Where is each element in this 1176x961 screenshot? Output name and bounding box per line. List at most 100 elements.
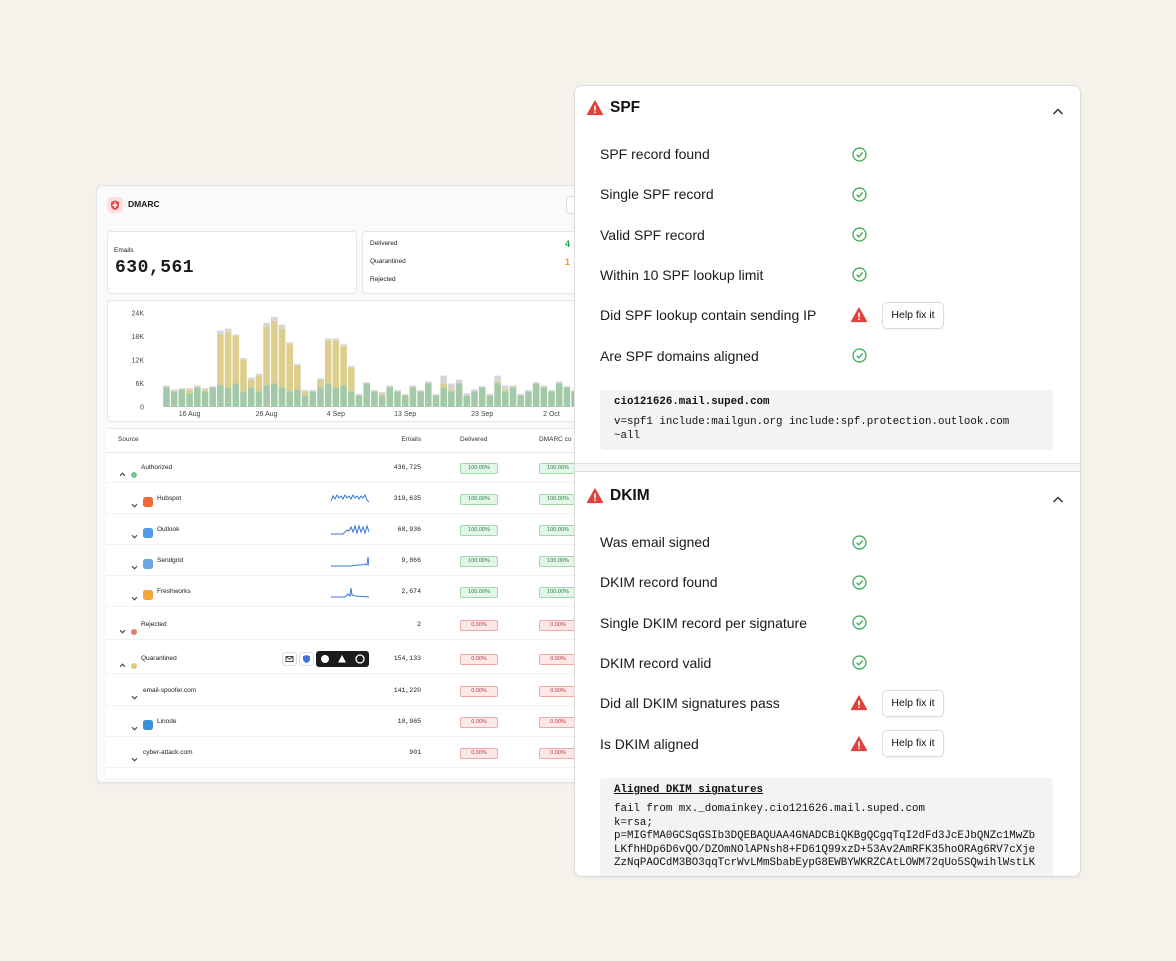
row-dot-glyph [131,629,137,635]
emails-count: 68,936 [397,526,421,534]
check-label: Within 10 SPF lookup limit [600,266,764,283]
source-icon [143,587,153,600]
help-button[interactable]: Help fix it [882,730,944,757]
row-toggle [131,496,138,508]
check-icon-glyph [852,655,867,670]
rate-badge: 0.00% [539,716,577,728]
bar-segment [394,390,401,392]
bar-segment [294,389,301,407]
bar-segment [263,322,270,327]
bar-segment [532,383,540,407]
source-name: Sendgrid [157,557,184,565]
bar-segment [348,367,355,392]
action-shield [299,652,314,666]
check-label: Are SPF domains aligned [600,347,759,364]
code-line: fail from mx._domainkey.cio121626.mail.s… [614,803,926,815]
source-icon-glyph [143,559,153,569]
warning-icon-glyph [850,307,868,323]
warning-icon [586,100,604,116]
bar-segment [409,387,417,407]
rate-badge: 0.00% [539,653,577,665]
bar-segment [255,375,263,392]
warning-icon [850,735,868,752]
emails-count: 141,220 [393,687,421,695]
table-card [107,428,617,778]
sparkline [330,492,370,504]
check-icon [852,534,867,550]
bar-segment [332,340,340,388]
bar-segment [247,379,255,388]
collapse-chevron-glyph [1052,108,1064,115]
code-heading: cio121626.mail.suped.com [614,396,770,408]
row-divider [107,575,617,576]
y-tick-label: 24K [132,311,145,318]
bar-segment [217,385,224,407]
sparkline-glyph [331,587,370,598]
bar-segment [240,360,247,392]
y-tick-label: 18K [132,334,145,341]
rate-badge: 0.00% [460,747,498,759]
source-name: Freshworks [157,588,191,596]
action-shield-glyph [299,652,314,666]
code-line: p=MIGfMA0GCSqGSIb3DQEBAQUAA4GNADCBiQKBgQ… [614,830,1036,843]
bar-segment [247,387,255,407]
bar-segment [286,391,293,407]
bar-segment [224,328,232,333]
row-divider [107,513,617,514]
bar-segment [532,382,540,384]
help-button[interactable]: Help fix it [882,689,944,717]
rate-badge: 100.00% [539,462,577,474]
bar-segment [301,395,309,407]
source-icon [143,525,153,538]
code-block [600,778,1053,876]
source-name: Authorized [141,464,173,472]
bar-segment [378,392,386,394]
bar-segment [525,390,532,392]
x-tick-label: 13 Sep [394,411,416,418]
source-name: email-spoofer.com [143,687,197,695]
bar-segment [502,391,509,407]
source-name: Quarantined [141,655,177,663]
bar-segment [255,391,263,407]
row-toggle [119,465,126,476]
bar-segment [324,338,332,341]
rate-badge: 100.00% [539,586,577,598]
source-icon-glyph [143,497,153,507]
bar-segment [324,383,332,407]
collapse-chevron [1052,491,1064,503]
table-header: DMARC co [539,436,572,444]
status-label: Quarantined [370,258,406,266]
bar-segment [178,389,186,407]
section-title: SPF [610,99,641,116]
bar-segment [201,389,209,392]
bar-segment [378,393,386,396]
sparkline [331,523,370,535]
check-icon [852,187,867,202]
row-toggle [131,688,138,700]
bar-segment [432,395,440,407]
section-title: DKIM [610,487,650,504]
rate-badge: 100.00% [539,493,577,505]
bar-segment [363,383,370,407]
source-icon [143,717,153,730]
bar-segment [317,378,324,380]
status-label: Rejected [370,276,396,284]
bar-segment [440,375,447,384]
bar-segment [170,389,178,392]
code-line: ZzNqPAOCdM3BO3qqTcrWvLMmSbabEypG8EWBYWKR… [614,857,1036,870]
sparkline-glyph [331,524,370,535]
bar-segment [371,390,378,392]
bar-segment [224,387,232,407]
code-line: v=spf1 include:mailgun.org include:spf.p… [614,416,1010,428]
bar-segment [263,326,270,386]
source-name: Hubspot [157,495,182,503]
row-toggle [119,656,126,667]
bar-segment [478,386,486,388]
bar-segment [409,385,417,388]
help-button[interactable]: Help fix it [882,301,944,329]
rate-badge: 100.00% [460,493,498,505]
row-divider [107,767,617,768]
bar-segment [471,391,478,407]
row-dot-glyph [131,472,137,478]
